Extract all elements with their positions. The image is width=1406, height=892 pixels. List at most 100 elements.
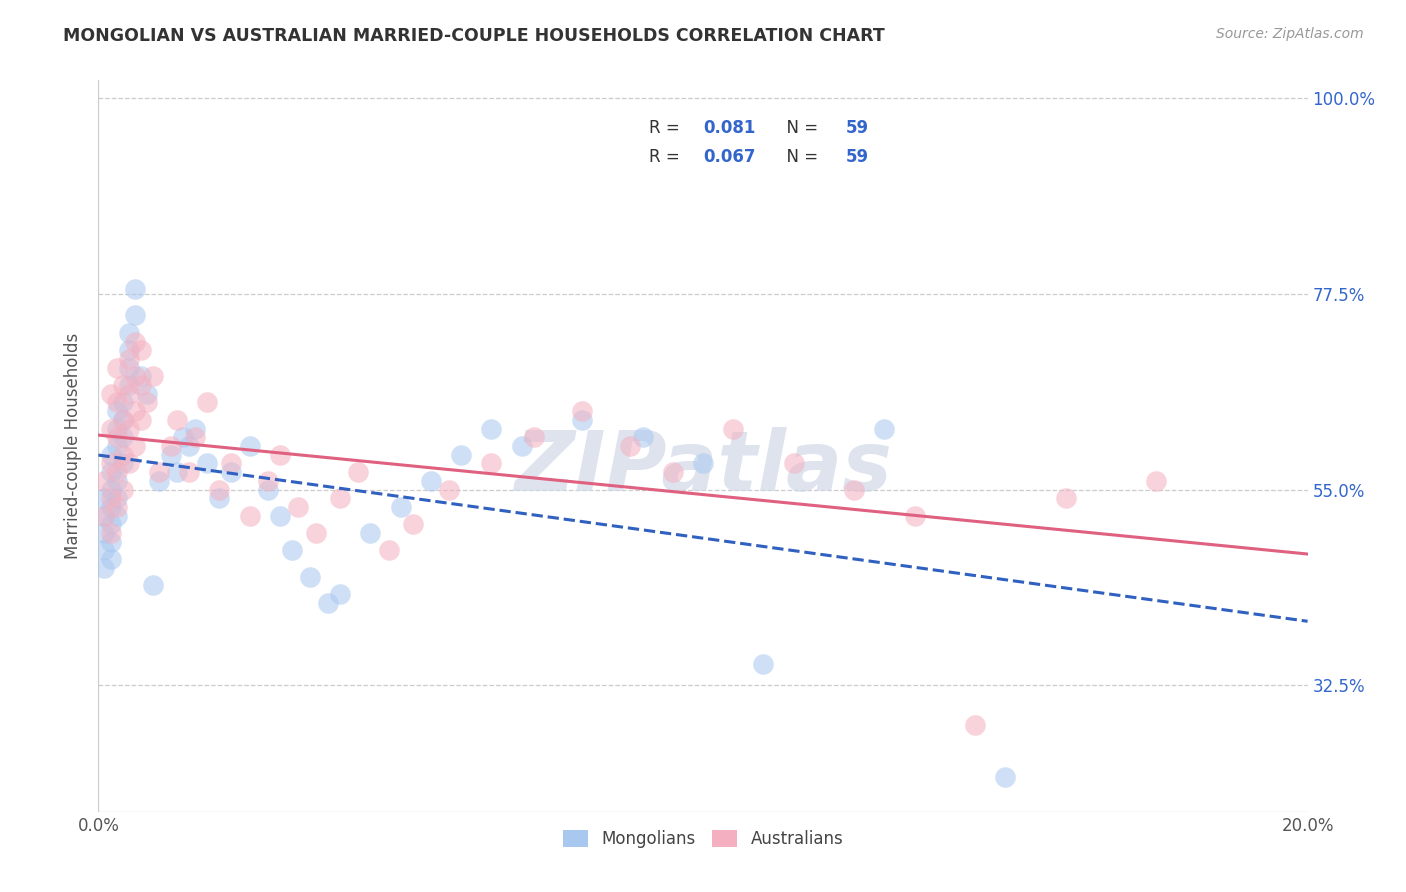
Point <box>389 500 412 514</box>
Point <box>111 395 134 409</box>
Point <box>124 404 146 418</box>
Text: Source: ZipAtlas.com: Source: ZipAtlas.com <box>1216 27 1364 41</box>
Point <box>111 413 134 427</box>
Text: R =: R = <box>648 148 685 166</box>
Point <box>179 439 201 453</box>
Point <box>481 457 503 471</box>
Point <box>129 343 152 358</box>
Point <box>118 457 141 471</box>
Point <box>111 448 134 462</box>
Point <box>269 448 291 462</box>
Text: 59: 59 <box>845 148 869 166</box>
Point <box>377 543 399 558</box>
Point <box>873 421 896 435</box>
Point <box>571 413 593 427</box>
Point <box>129 413 152 427</box>
Point <box>142 369 165 384</box>
Point <box>111 430 134 444</box>
Point <box>124 439 146 453</box>
Point <box>208 483 231 497</box>
Legend: Mongolians, Australians: Mongolians, Australians <box>557 823 849 855</box>
Point <box>93 561 115 575</box>
Point <box>105 360 128 375</box>
Point <box>195 457 218 471</box>
Point <box>142 578 165 592</box>
Text: N =: N = <box>776 119 823 136</box>
Point <box>129 378 152 392</box>
Point <box>148 474 170 488</box>
Point <box>100 500 122 514</box>
Point <box>105 421 128 435</box>
Point <box>179 465 201 479</box>
Point <box>661 465 683 479</box>
Point <box>420 474 443 488</box>
Point <box>100 448 122 462</box>
Text: N =: N = <box>776 148 823 166</box>
Point <box>1144 474 1167 488</box>
Point <box>124 309 146 323</box>
Point <box>184 421 207 435</box>
Point <box>184 430 207 444</box>
Point <box>287 500 309 514</box>
Point <box>93 474 115 488</box>
Point <box>105 395 128 409</box>
Point <box>100 491 122 506</box>
Point <box>105 474 128 488</box>
Point <box>118 421 141 435</box>
Point <box>347 465 370 479</box>
Point <box>723 421 745 435</box>
Point <box>135 386 157 401</box>
Point <box>105 508 128 523</box>
Text: MONGOLIAN VS AUSTRALIAN MARRIED-COUPLE HOUSEHOLDS CORRELATION CHART: MONGOLIAN VS AUSTRALIAN MARRIED-COUPLE H… <box>63 27 884 45</box>
Point <box>111 483 134 497</box>
Point <box>752 657 775 671</box>
Point <box>100 526 122 541</box>
Point <box>221 465 243 479</box>
Point <box>402 517 425 532</box>
Point <box>481 421 503 435</box>
Point <box>1054 491 1077 506</box>
Point <box>100 483 122 497</box>
Point <box>124 282 146 296</box>
Point <box>437 483 460 497</box>
Point <box>111 457 134 471</box>
Point <box>269 508 291 523</box>
Point <box>124 334 146 349</box>
Point <box>166 465 188 479</box>
Point <box>100 465 122 479</box>
Point <box>256 474 278 488</box>
Point <box>93 508 115 523</box>
Point <box>994 770 1017 784</box>
Point <box>329 587 352 601</box>
Text: 59: 59 <box>845 119 869 136</box>
Text: 0.081: 0.081 <box>703 119 755 136</box>
Point <box>118 326 141 340</box>
Point <box>93 508 115 523</box>
Point <box>100 457 122 471</box>
Point <box>329 491 352 506</box>
Point <box>118 378 141 392</box>
Point <box>93 491 115 506</box>
Point <box>100 386 122 401</box>
Point <box>692 457 714 471</box>
Point <box>221 457 243 471</box>
Point <box>129 369 152 384</box>
Point <box>195 395 218 409</box>
Point <box>316 596 339 610</box>
Point <box>844 483 866 497</box>
Point <box>135 395 157 409</box>
Point <box>118 343 141 358</box>
Point <box>105 439 128 453</box>
Y-axis label: Married-couple Households: Married-couple Households <box>65 333 83 559</box>
Point <box>305 526 328 541</box>
Point <box>105 500 128 514</box>
Point <box>105 404 128 418</box>
Point <box>124 369 146 384</box>
Point <box>100 552 122 566</box>
Point <box>510 439 533 453</box>
Point <box>172 430 194 444</box>
Point <box>783 457 806 471</box>
Point <box>166 413 188 427</box>
Point <box>93 543 115 558</box>
Text: 0.067: 0.067 <box>703 148 755 166</box>
